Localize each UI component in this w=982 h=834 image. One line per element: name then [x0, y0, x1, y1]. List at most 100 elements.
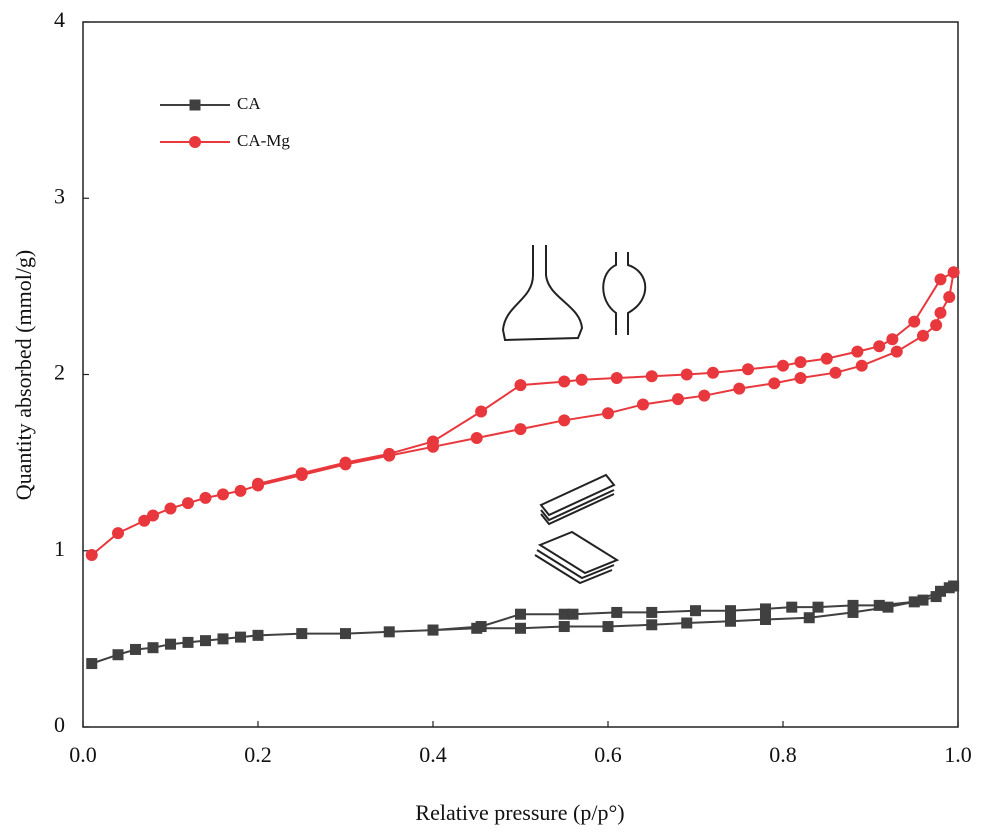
data-point — [803, 612, 815, 624]
data-point — [725, 605, 736, 617]
data-point — [829, 366, 842, 379]
data-point — [147, 642, 159, 654]
data-point — [886, 333, 899, 346]
data-point — [164, 502, 177, 515]
data-point — [882, 601, 894, 613]
data-point — [558, 414, 571, 427]
data-point — [917, 594, 929, 606]
ink-bottle-pore — [501, 245, 584, 342]
data-point — [890, 345, 903, 358]
data-point — [138, 514, 151, 527]
data-point — [112, 649, 124, 661]
data-point — [182, 497, 194, 510]
data-point — [515, 622, 526, 634]
data-point — [930, 319, 943, 332]
data-point — [217, 488, 229, 501]
data-point — [217, 633, 229, 645]
data-point — [235, 631, 246, 643]
slit-plates-bottom — [534, 530, 620, 585]
data-point — [943, 290, 956, 303]
data-point — [646, 606, 658, 618]
data-point — [873, 340, 886, 353]
data-point — [742, 363, 754, 376]
data-point — [130, 643, 141, 655]
data-point — [470, 431, 483, 444]
x-tick-label: 0.2 — [244, 742, 272, 767]
data-point — [85, 548, 98, 561]
data-point — [855, 359, 868, 372]
data-point — [514, 379, 527, 392]
data-point — [575, 373, 588, 386]
data-point — [165, 638, 176, 650]
data-point — [646, 619, 658, 631]
data-point — [611, 606, 623, 618]
data-point — [383, 447, 396, 460]
data-point — [427, 624, 439, 636]
data-point — [475, 621, 487, 633]
y-tick-label: 3 — [54, 183, 65, 208]
data-point — [707, 366, 719, 379]
data-point — [681, 617, 693, 629]
data-point — [340, 628, 351, 640]
data-point — [514, 423, 527, 436]
data-point — [147, 509, 159, 522]
data-point — [812, 601, 824, 613]
data-point — [820, 352, 833, 365]
data-point — [935, 585, 946, 597]
legend-label: CA — [237, 94, 261, 113]
data-point — [567, 608, 579, 620]
data-point — [760, 603, 771, 615]
data-point — [295, 467, 308, 480]
data-point — [558, 608, 570, 620]
data-point — [558, 375, 571, 388]
data-point — [847, 599, 859, 611]
data-point — [768, 377, 781, 390]
data-point — [672, 393, 684, 406]
data-point — [200, 635, 211, 647]
data-point — [690, 605, 701, 617]
slit-plates-top — [539, 473, 616, 526]
y-axis-label: Quantity absorbed (mmol/g) — [11, 250, 36, 501]
y-tick-label: 1 — [54, 536, 65, 561]
x-tick-label: 1.0 — [944, 742, 972, 767]
data-point — [112, 527, 124, 540]
pore-icons — [501, 245, 647, 585]
data-point — [199, 491, 212, 504]
data-point — [948, 580, 960, 592]
data-point — [786, 601, 798, 613]
data-point — [515, 608, 526, 620]
legend-marker — [189, 99, 201, 111]
y-tick-label: 0 — [54, 712, 65, 737]
data-point — [934, 306, 947, 319]
data-point — [733, 382, 746, 395]
data-point — [558, 621, 570, 633]
series-line — [91, 270, 955, 556]
legend-marker — [189, 136, 201, 148]
data-point — [794, 372, 807, 385]
data-point — [296, 628, 308, 640]
data-point — [847, 606, 859, 618]
x-tick-label: 0.6 — [594, 742, 622, 767]
cylinder-pore — [602, 252, 647, 335]
data-point — [725, 615, 736, 627]
data-point — [917, 329, 929, 342]
y-tick-label: 2 — [54, 360, 65, 385]
data-point — [234, 484, 247, 497]
data-point — [680, 368, 693, 381]
x-tick-label: 0.4 — [419, 742, 447, 767]
data-point — [383, 626, 395, 638]
data-point — [851, 345, 864, 358]
data-point — [934, 273, 947, 286]
x-tick-label: 0.8 — [769, 742, 797, 767]
data-point — [475, 405, 488, 418]
data-point — [610, 372, 623, 385]
data-point — [794, 356, 807, 369]
data-point — [777, 359, 789, 372]
data-point — [908, 315, 921, 328]
data-point — [86, 658, 98, 670]
x-axis-label: Relative pressure (p/p°) — [415, 800, 624, 825]
data-point — [908, 596, 920, 608]
data-point — [637, 398, 649, 411]
data-point — [602, 407, 614, 420]
data-point — [427, 435, 439, 448]
